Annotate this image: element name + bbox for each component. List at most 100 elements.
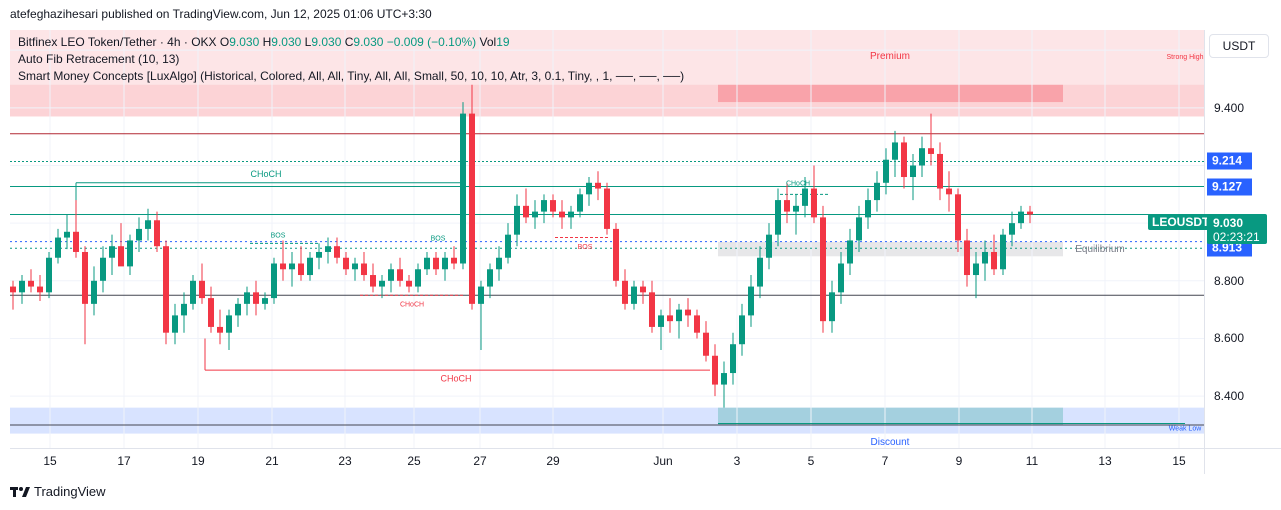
premium-zone: [10, 30, 1204, 85]
candle-body: [172, 315, 178, 333]
candle: [172, 303, 178, 345]
candle-body: [559, 211, 565, 218]
candle-body: [829, 292, 835, 322]
candle: [532, 200, 538, 229]
candle-body: [118, 246, 124, 267]
candle-body: [433, 257, 439, 270]
bos-label-1: BOS: [271, 233, 286, 240]
candle: [208, 286, 214, 333]
candle-body: [784, 200, 790, 212]
candle: [919, 136, 925, 178]
candle: [640, 280, 646, 304]
strong-high-label: Strong High: [1167, 54, 1204, 61]
legend-symbol-row: Bitfinex LEO Token/Tether · 4h · OKX O9.…: [18, 34, 684, 51]
time-tick-label: 15: [43, 454, 57, 468]
candlestick-chart[interactable]: Premium Strong High Discount Weak Low Equili…: [10, 30, 1204, 448]
candle-body: [793, 205, 799, 212]
candle: [442, 251, 448, 281]
candle: [658, 309, 664, 350]
candle-body: [46, 257, 52, 293]
candle-body: [370, 275, 376, 287]
candle-body: [469, 113, 475, 304]
candle-body: [379, 280, 385, 287]
candle: [145, 208, 151, 241]
candle-body: [127, 240, 133, 267]
candle-body: [712, 355, 718, 385]
candle: [982, 240, 988, 281]
time-axis[interactable]: 15 17 19 21 23 25 27 29 Jun 3 5 7 9 11 13 15: [10, 449, 1204, 474]
candle: [559, 200, 565, 229]
legend-indicator-smc[interactable]: Smart Money Concepts [LuxAlgo] (Historic…: [18, 69, 685, 83]
candle: [217, 309, 223, 345]
candle-body: [766, 234, 772, 258]
change-value: −0.009 (−0.10%): [386, 35, 477, 49]
candle: [307, 251, 313, 281]
candle: [829, 280, 835, 333]
candle-body: [568, 211, 574, 218]
vol-value: 19: [496, 35, 510, 49]
candle: [604, 182, 610, 235]
candle: [406, 275, 412, 293]
candle: [874, 171, 880, 212]
candle-body: [586, 182, 592, 195]
high-value: 9.030: [271, 35, 302, 49]
candle: [712, 344, 718, 397]
candle-body: [856, 217, 862, 241]
candle-body: [703, 332, 709, 356]
time-tick-label: Jun: [653, 454, 673, 468]
candle-body: [694, 315, 700, 333]
low-value: 9.030: [311, 35, 342, 49]
time-tick-label: 7: [881, 454, 889, 468]
candle: [496, 246, 502, 281]
candle: [964, 228, 970, 287]
candle-body: [10, 286, 16, 293]
bos-label-red: BOS: [578, 244, 593, 251]
price-tick-label: 9.400: [1214, 100, 1245, 115]
candle-body: [208, 298, 214, 327]
candle: [64, 214, 70, 250]
premium-label: Premium: [870, 51, 910, 62]
candle: [613, 223, 619, 287]
candle: [280, 240, 286, 281]
candle-body: [676, 309, 682, 322]
candle: [352, 257, 358, 281]
candle-body: [487, 269, 493, 287]
candle-body: [937, 153, 943, 189]
candle: [181, 292, 187, 333]
candle-body: [973, 263, 979, 276]
candle: [775, 188, 781, 247]
candle: [901, 136, 907, 189]
bar-countdown: 02:23:21: [1213, 230, 1260, 244]
candle-body: [451, 257, 457, 264]
candle-body: [280, 263, 286, 270]
candle: [415, 263, 421, 293]
candle-body: [730, 344, 736, 374]
candle: [541, 194, 547, 224]
candle-body: [514, 205, 520, 235]
choch-label-mid: CHoCH: [400, 302, 424, 309]
candle-body: [847, 240, 853, 264]
candle-body: [613, 228, 619, 281]
close-label: C: [344, 35, 354, 49]
chart-area[interactable]: Premium Strong High Discount Weak Low Equili…: [10, 30, 1204, 448]
candle: [460, 102, 466, 270]
currency-button[interactable]: USDT: [1209, 34, 1269, 58]
candle: [622, 269, 628, 310]
candle: [568, 205, 574, 229]
candle-body: [649, 292, 655, 327]
legend-indicator-fib[interactable]: Auto Fib Retracement (10, 13): [18, 52, 180, 66]
candle-body: [523, 205, 529, 218]
candle-body: [136, 228, 142, 241]
candle: [289, 251, 295, 287]
candle-body: [73, 231, 79, 252]
candle-body: [1000, 234, 1006, 270]
candle-body: [226, 315, 232, 333]
candle-body: [964, 240, 970, 276]
candle: [235, 298, 241, 327]
candle-body: [460, 113, 466, 264]
choch-label-small: CHoCH: [786, 181, 810, 188]
candle: [127, 234, 133, 276]
equilibrium-zone: [718, 241, 1063, 257]
candle-body: [838, 263, 844, 293]
bos-label-2: BOS: [431, 235, 446, 242]
